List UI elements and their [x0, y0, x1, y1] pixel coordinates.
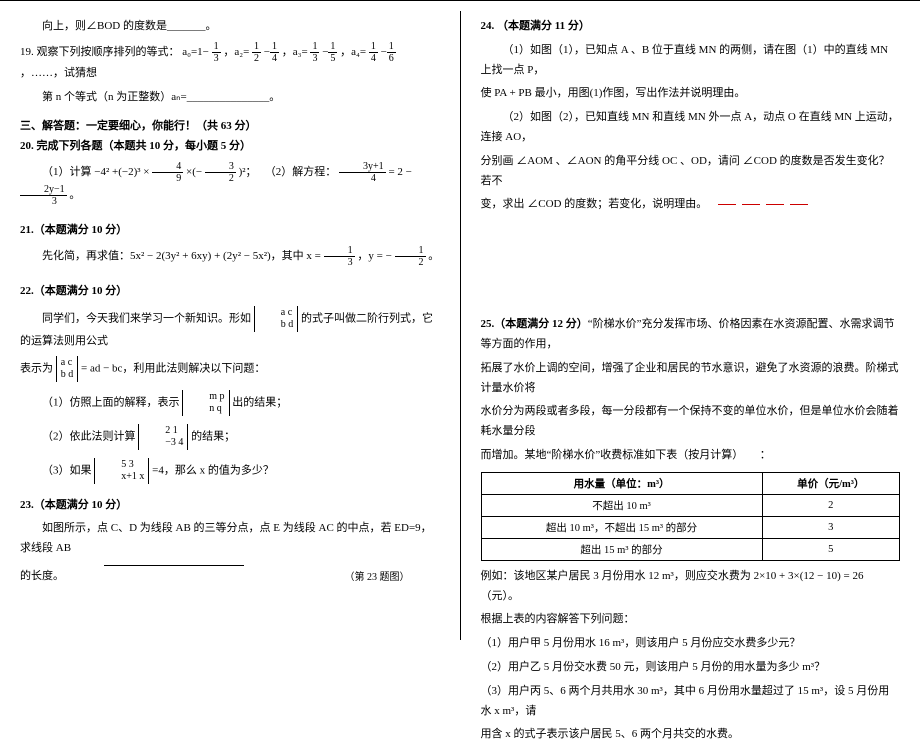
q24-p2c: 变，求出 ∠COD 的度数；若变化，说明理由。 — [481, 195, 901, 215]
q19-a0: a₀=1− — [182, 46, 209, 58]
q24-p2b: 分别画 ∠AOM 、∠AON 的角平分线 OC 、OD，请问 ∠COD 的度数是… — [481, 152, 901, 192]
q23-line2: 的长度。 — [20, 567, 64, 587]
q25-example: 例如：该地区某户居民 3 月份用水 12 m³，则应交水费为 2×10 + 3×… — [481, 567, 901, 607]
water-price-table: 用水量（单位：m³） 单价（元/m³） 不超出 10 m³ 2 超出 10 m³… — [481, 472, 901, 561]
q24-head: 24. （本题满分 11 分） — [481, 17, 901, 37]
q25-p3: 水价分为两段或者多段，每一分段都有一个保持不变的单位水价，但是单位水价会随着耗水… — [481, 402, 901, 442]
q22-line1: 同学们，今天我们来学习一个新知识。形如 a c b d 的式子叫做二阶行列式，它… — [20, 306, 440, 352]
q20-body: （1）计算 −4² +(−2)³ × 49 ×(− 32 )²； （2）解方程：… — [20, 161, 440, 207]
q22-sub1: （1）仿照上面的解释，表示 m p n q 出的结果； — [20, 390, 440, 416]
q22-line2: 表示为 a c b d = ad − bc，利用此法则解决以下问题： — [20, 356, 440, 382]
det-3: 2 1 −3 4 — [138, 424, 188, 450]
q20-head: 20. 完成下列各题（本题共 10 分，每小题 5 分） — [20, 137, 440, 157]
q23-line1: 如图所示，点 C、D 为线段 AB 的三等分点，点 E 为线段 AC 的中点，若… — [20, 519, 440, 559]
q24-p2: （2）如图（2），已知直线 MN 和直线 MN 外一点 A，动点 O 在直线 M… — [481, 108, 901, 148]
q22-head: 22.（本题满分 10 分） — [20, 282, 440, 302]
q19-f1: 13 — [212, 41, 221, 64]
q25-p4: 而增加。某地“阶梯水价”收费标准如下表（按月计算） ： — [481, 446, 901, 466]
q19-line2: 第 n 个等式（n 为正整数）aₙ=_______________。 — [20, 88, 440, 108]
q23-figure: （第 23 题图） — [64, 563, 440, 583]
q24-p1b: 使 PA + PB 最小，用图(1)作图，写出作法并说明理由。 — [481, 84, 901, 104]
det-2: m p n q — [182, 390, 229, 416]
q25-question-lead: 根据上表的内容解答下列问题： — [481, 610, 901, 630]
section-3-title: 三、解答题：一定要细心，你能行！（共 63 分） — [20, 117, 440, 133]
left-column: 向上，则∠BOD 的度数是_______。 19. 观察下列按顺序排列的等式： … — [0, 1, 460, 650]
q24-p1: （1）如图（1），已知点 A 、B 位于直线 MN 的两侧，请在图（1）中的直线… — [481, 41, 901, 81]
table-row: 超出 15 m³ 的部分 5 — [481, 538, 900, 560]
q25-head: 25.（本题满分 12 分）“阶梯水价”充分发挥市场、价格因素在水资源配置、水需… — [481, 315, 901, 355]
q23-head: 23.（本题满分 10 分） — [20, 496, 440, 516]
table-row: 超出 10 m³，不超出 15 m³ 的部分 3 — [481, 516, 900, 538]
q22-sub2: （2）依此法则计算 2 1 −3 4 的结果； — [20, 424, 440, 450]
q22-sub3: （3）如果 5 3 x+1 x =4，那么 x 的值为多少？ — [20, 458, 440, 484]
page: 向上，则∠BOD 的度数是_______。 19. 观察下列按顺序排列的等式： … — [0, 0, 920, 650]
col-price: 单价（元/m³） — [762, 472, 899, 494]
det-4: 5 3 x+1 x — [94, 458, 149, 484]
q25-p2: 拓展了水价上调的空间，增强了企业和居民的节水意识，避免了水资源的浪费。阶梯式计量… — [481, 359, 901, 399]
right-column: 24. （本题满分 11 分） （1）如图（1），已知点 A 、B 位于直线 M… — [461, 1, 920, 650]
q25-s3b: 用含 x 的式子表示该户居民 5、6 两个月共交的水费。 — [481, 725, 901, 745]
q19: 19. 观察下列按顺序排列的等式： a₀=1− 13 ，a₂= 12 −14 ，… — [20, 41, 440, 84]
q25-s1: （1）用户甲 5 月份用水 16 m³，则该用户 5 月份应交水费多少元？ — [481, 634, 901, 654]
det-1: a c b d — [254, 306, 299, 332]
table-header-row: 用水量（单位：m³） 单价（元/m³） — [481, 472, 900, 494]
q21-head: 21.（本题满分 10 分） — [20, 221, 440, 241]
table-row: 不超出 10 m³ 2 — [481, 494, 900, 516]
det-1b: a c b d — [56, 356, 79, 382]
segment-line-icon — [104, 565, 244, 566]
q25-s3a: （3）用户丙 5、6 两个月共用水 30 m³，其中 6 月份用水量超过了 15… — [481, 682, 901, 722]
q21-body: 先化简，再求值：5x² − 2(3y² + 6xy) + (2y² − 5x²)… — [20, 245, 440, 268]
q18-tail: 向上，则∠BOD 的度数是_______。 — [20, 17, 440, 37]
red-dashes-icon — [718, 195, 814, 215]
col-usage: 用水量（单位：m³） — [481, 472, 762, 494]
q19-lead: 19. 观察下列按顺序排列的等式： — [20, 46, 180, 58]
q23-caption: （第 23 题图） — [124, 568, 410, 583]
q25-s2: （2）用户乙 5 月份交水费 50 元，则该用户 5 月份的用水量为多少 m³？ — [481, 658, 901, 678]
